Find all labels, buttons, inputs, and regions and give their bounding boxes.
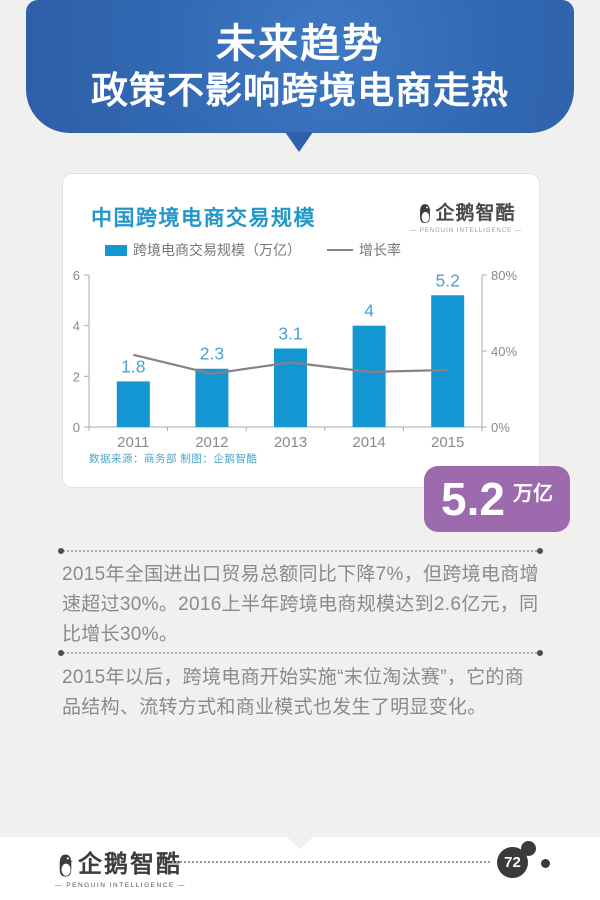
highlight-badge: 5.2 万亿 [424,466,570,532]
legend-line-swatch [327,249,353,251]
brand-logo: 企鹅智酷 — PENGUIN INTELLIGENCE — [407,198,525,234]
chart-title: 中国跨境电商交易规模 [91,207,316,230]
separator-dotted [58,548,543,554]
left-tick-label: 0 [73,420,80,435]
bar-value-label: 2.3 [200,344,224,364]
footer-brand-subtitle: — PENGUIN INTELLIGENCE — [55,882,186,889]
paragraph-2: 2015年以后，跨境电商开始实施“末位淘汰赛”，它的商品结构、流转方式和商业模式… [62,667,525,718]
left-tick-label: 6 [73,270,80,283]
brand-name: 企鹅智酷 [435,203,516,224]
brand-subtitle: — PENGUIN INTELLIGENCE — [410,228,522,234]
highlight-unit: 万亿 [512,482,553,505]
dot-decoration [541,859,550,868]
legend-line-label: 增长率 [359,242,401,258]
footer-brand-name: 企鹅智酷 [78,851,182,878]
paragraph-1: 2015年全国进出口贸易总额同比下降7%，但跨境电商增速超过30%。2016上半… [62,564,539,645]
penguin-icon [416,203,434,225]
chart-card: 中国跨境电商交易规模 企鹅智酷 — PENGUIN INTELLIGENCE —… [62,173,540,488]
page-number: 72 [504,854,521,871]
bar-2015 [431,295,465,427]
header-title-line1: 未来趋势 [216,22,384,67]
category-label: 2013 [274,434,307,451]
bar-2012 [195,368,229,427]
header-title-line2: 政策不影响跨境电商走热 [91,70,509,112]
page-number-badge: 72 [497,847,528,878]
legend-bar-label: 跨境电商交易规模（万亿） [133,242,301,258]
category-label: 2014 [352,434,385,451]
bar-2011 [116,381,150,427]
category-label: 2015 [431,434,464,451]
bar-2013 [274,348,307,427]
chart-source-note: 数据来源：商务部 制图：企鹅智酷 [89,453,258,465]
penguin-icon [55,853,76,879]
footer-divider-dotted [172,861,490,863]
footer-notch-triangle [287,837,313,849]
right-tick-label: 80% [491,270,517,283]
bar-value-label: 5.2 [436,270,460,290]
highlight-value: 5.2 [441,473,505,525]
growth-rate-line [133,353,448,375]
left-tick-label: 4 [73,319,80,334]
header-pointer-triangle [285,132,313,152]
bubble-decoration [521,841,536,856]
bar-value-label: 3.1 [278,323,302,343]
bar-2014 [352,325,386,427]
footer: 企鹅智酷 — PENGUIN INTELLIGENCE — 72 [0,837,600,900]
right-tick-label: 0% [491,420,510,435]
right-tick-label: 40% [491,344,517,359]
legend-bar-swatch [105,244,127,256]
footer-brand-logo: 企鹅智酷 — PENGUIN INTELLIGENCE — [55,844,186,889]
chart-legend: 跨境电商交易规模（万亿） 增长率 [105,240,401,260]
separator-dotted [58,650,543,656]
left-tick-label: 2 [73,369,80,384]
bar-value-label: 4 [364,301,374,321]
header-banner: 未来趋势 政策不影响跨境电商走热 [26,0,574,133]
bar-line-chart: 0 2 4 6 0% 40% 80% 1.8 2011 2.3 2012 3.1 2013 4 2014 5.… [73,270,518,451]
category-label: 2012 [195,434,228,451]
category-label: 2011 [117,434,149,451]
bar-value-label: 1.8 [121,356,145,376]
